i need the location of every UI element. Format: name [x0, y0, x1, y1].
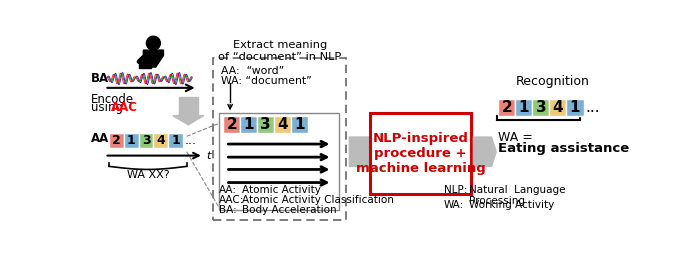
Bar [223, 116, 240, 133]
Text: Encode: Encode [92, 93, 134, 106]
Text: AAs: AAs [92, 132, 117, 145]
Text: NLP-inspired
procedure +
machine learning: NLP-inspired procedure + machine learnin… [356, 132, 486, 175]
Text: AAC: AAC [111, 101, 138, 114]
Text: 1: 1 [244, 117, 254, 131]
Text: 1: 1 [171, 134, 180, 147]
Circle shape [146, 36, 160, 50]
Bar [257, 116, 274, 133]
Text: 1: 1 [570, 100, 580, 114]
Bar [240, 116, 257, 133]
Text: Natural  Language
Processing: Natural Language Processing [469, 185, 566, 207]
Text: ...: ... [184, 134, 197, 147]
Bar [515, 99, 532, 116]
Bar [139, 133, 153, 148]
Polygon shape [139, 62, 151, 68]
Polygon shape [349, 136, 374, 167]
Text: 2: 2 [501, 100, 512, 114]
Bar [498, 99, 515, 116]
Bar [124, 133, 139, 148]
Text: Eating assistance: Eating assistance [498, 142, 629, 155]
Text: ...: ... [585, 100, 600, 114]
Text: WA: “document”: WA: “document” [220, 76, 312, 86]
Text: AAC:: AAC: [219, 195, 244, 205]
Text: AA:  “word”: AA: “word” [220, 66, 284, 76]
Text: Atomic Activity Classification: Atomic Activity Classification [242, 195, 394, 205]
Text: using: using [92, 101, 127, 114]
Bar [168, 133, 183, 148]
Text: Recognition: Recognition [516, 75, 589, 88]
Text: WA =: WA = [498, 131, 533, 144]
Text: AA:: AA: [219, 185, 237, 195]
Text: Extract meaning
of “document” in NLP: Extract meaning of “document” in NLP [218, 40, 342, 62]
Text: 3: 3 [260, 117, 271, 131]
Text: t: t [206, 151, 211, 161]
Polygon shape [473, 136, 497, 167]
Text: Atomic Activity: Atomic Activity [242, 185, 321, 195]
Text: 4: 4 [552, 100, 564, 114]
Text: WA XX?: WA XX? [127, 170, 169, 180]
Text: 3: 3 [536, 100, 546, 114]
Text: 1: 1 [295, 117, 305, 131]
FancyBboxPatch shape [219, 113, 339, 210]
Text: 2: 2 [226, 117, 237, 131]
Bar [153, 133, 168, 148]
Text: Body Acceleration: Body Acceleration [242, 205, 337, 215]
FancyBboxPatch shape [370, 113, 471, 194]
Text: NLP:: NLP: [444, 185, 468, 195]
Text: 2: 2 [112, 134, 121, 147]
Bar [109, 133, 124, 148]
Bar [566, 99, 584, 116]
Text: Working Activity: Working Activity [469, 200, 554, 210]
Polygon shape [179, 97, 197, 116]
Text: 4: 4 [156, 134, 165, 147]
Text: 3: 3 [141, 134, 150, 147]
Bar [550, 99, 566, 116]
Text: BA: BA [92, 72, 109, 85]
Text: 1: 1 [519, 100, 529, 114]
Text: 4: 4 [277, 117, 288, 131]
Bar [533, 99, 550, 116]
Text: 1: 1 [127, 134, 136, 147]
Polygon shape [173, 116, 204, 125]
Text: BA:: BA: [219, 205, 237, 215]
Bar [274, 116, 291, 133]
Bar [291, 116, 309, 133]
Text: WA:: WA: [444, 200, 464, 210]
Polygon shape [144, 50, 163, 67]
